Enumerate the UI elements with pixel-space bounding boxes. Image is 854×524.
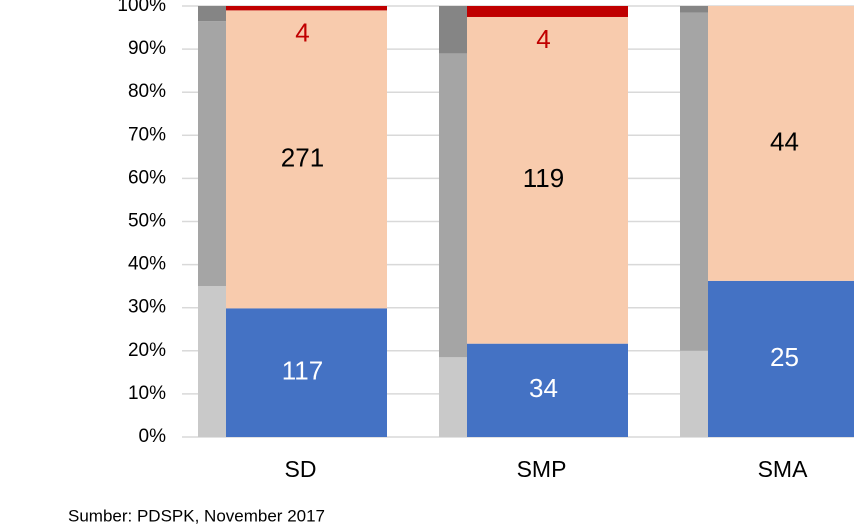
y-tick-label: 0% — [139, 426, 167, 447]
background-bar-segment — [680, 350, 708, 437]
background-bar-segment — [439, 357, 467, 437]
bar-segment — [708, 280, 854, 437]
y-tick-label: 70% — [128, 124, 166, 145]
data-label: 4 — [295, 17, 309, 47]
bar-segment — [226, 308, 387, 437]
data-label: 119 — [523, 163, 564, 193]
bar-segment — [467, 343, 628, 437]
y-tick-label: 30% — [128, 297, 166, 318]
y-tick-label: 10% — [128, 383, 166, 404]
data-label: 4 — [536, 24, 550, 54]
bar-segment — [226, 10, 387, 309]
background-bar-segment — [439, 53, 467, 358]
data-label: 117 — [282, 356, 323, 386]
background-bar-segment — [198, 6, 226, 22]
background-bar-segment — [439, 6, 467, 54]
x-tick-label: SMP — [517, 456, 567, 482]
y-tick-label: 60% — [128, 167, 166, 188]
y-tick-label: 90% — [128, 38, 166, 59]
data-label: 44 — [770, 126, 799, 156]
y-tick-label: 20% — [128, 340, 166, 361]
y-tick-label: 100% — [117, 0, 166, 16]
x-tick-label: SD — [285, 456, 317, 482]
y-tick-label: 80% — [128, 81, 166, 102]
bar-segment — [226, 6, 387, 11]
bar-segment — [467, 6, 628, 17]
background-bar-segment — [680, 12, 708, 351]
bar-segment — [467, 16, 628, 344]
y-tick-label: 50% — [128, 211, 166, 232]
data-label: 34 — [529, 373, 558, 403]
bar-segment — [708, 6, 854, 281]
y-tick-label: 40% — [128, 254, 166, 275]
background-bar-segment — [198, 286, 226, 437]
background-bar-segment — [680, 6, 708, 13]
source-note: Sumber: PDSPK, November 2017 — [68, 506, 325, 524]
background-bar-segment — [198, 21, 226, 287]
data-label: 25 — [770, 342, 799, 372]
x-tick-label: SMA — [758, 456, 809, 482]
data-label: 271 — [281, 142, 324, 172]
